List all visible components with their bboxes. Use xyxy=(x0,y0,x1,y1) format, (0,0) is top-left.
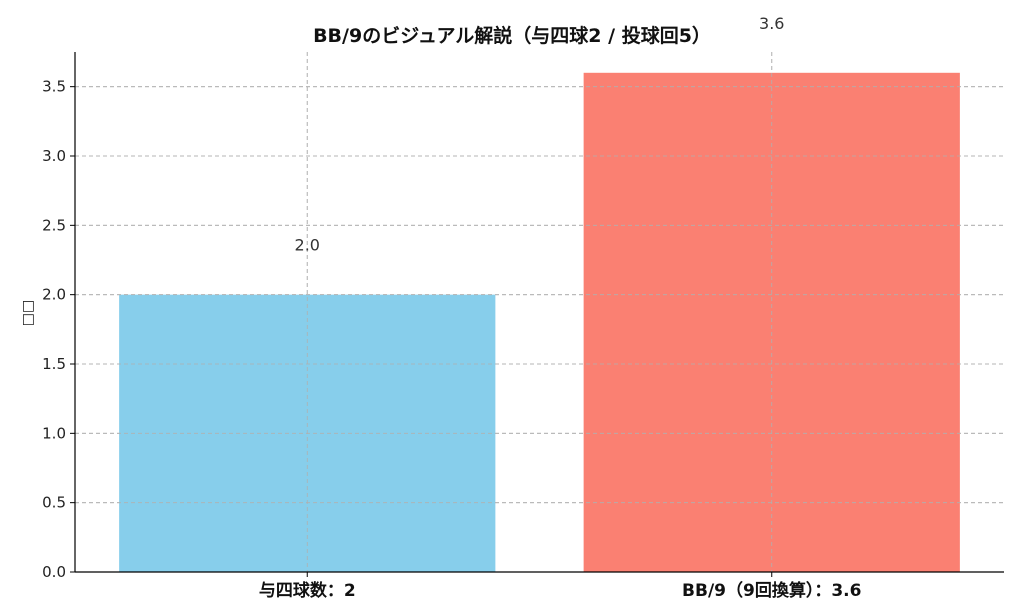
bar-value-label: 2.0 xyxy=(295,236,320,255)
y-tick-label: 2.5 xyxy=(42,216,66,234)
y-tick-label: 3.0 xyxy=(42,147,66,165)
y-axis-label: □□ xyxy=(20,300,36,326)
y-tick-label: 2.0 xyxy=(42,286,66,304)
chart-title: BB/9のビジュアル解説（与四球2 / 投球回5） xyxy=(313,24,711,47)
bars-layer xyxy=(75,52,1004,573)
bar xyxy=(583,72,960,573)
bar-value-label: 3.6 xyxy=(759,14,784,33)
x-category-label: BB/9（9回換算）：3.6 xyxy=(682,580,861,601)
y-tick-label: 1.0 xyxy=(42,424,66,442)
y-tick-label: 3.5 xyxy=(42,78,66,96)
labels-layer: 0.0 0.5 1.0 1.5 2.0 2.5 3.0 3.5 与四球数：2 BB/9（9回換算）… xyxy=(42,14,861,601)
axes-layer xyxy=(70,52,1004,577)
y-tick-label: 1.5 xyxy=(42,355,66,373)
y-tick-label: 0.0 xyxy=(42,563,66,581)
x-category-label: 与四球数：2 xyxy=(259,580,356,601)
y-tick-label: 0.5 xyxy=(42,494,66,512)
